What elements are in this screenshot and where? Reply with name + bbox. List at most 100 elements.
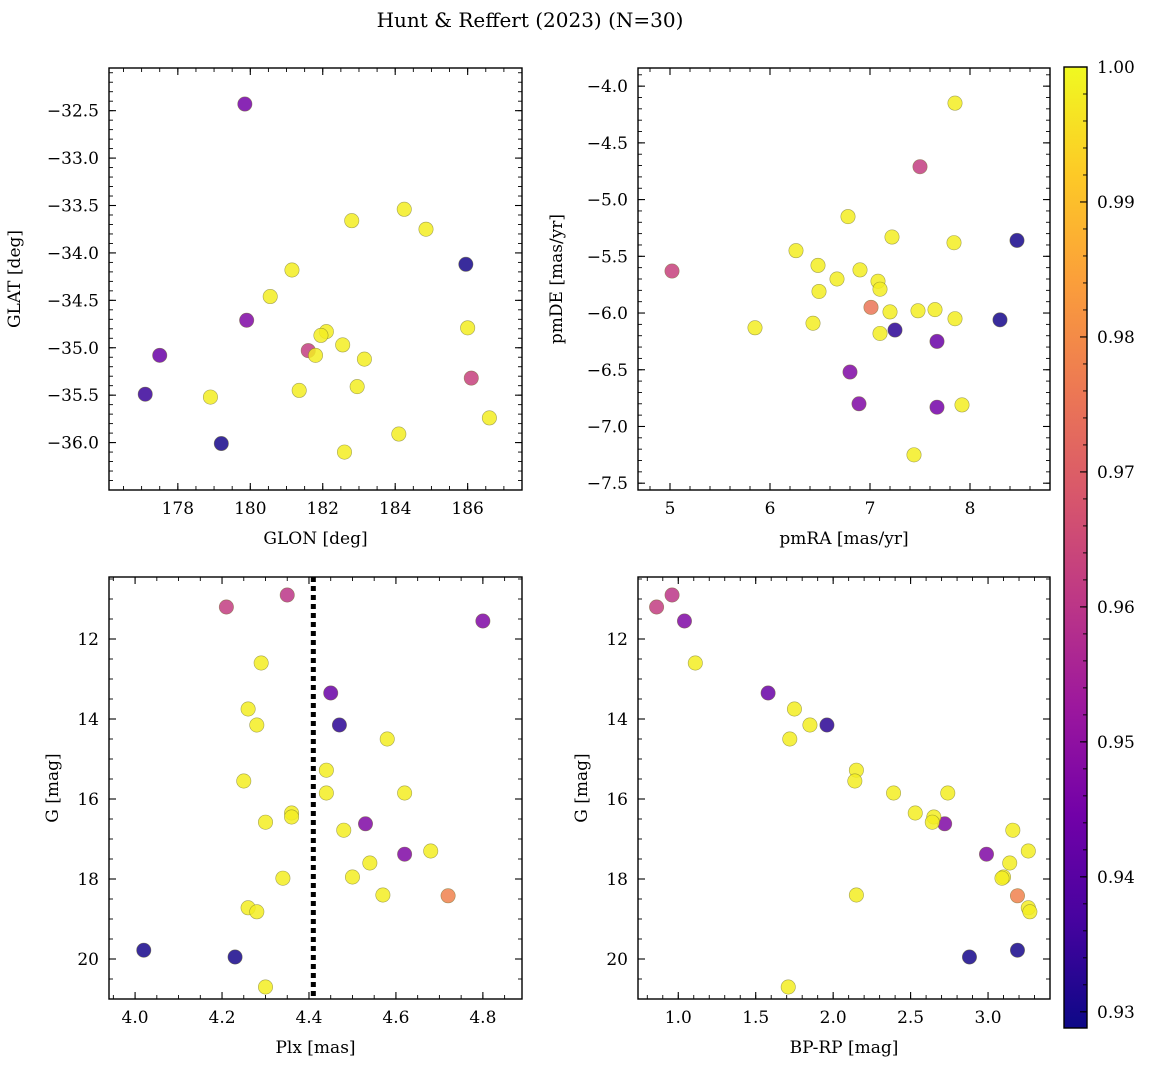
y-tick-label: −33.0 [47, 149, 99, 169]
data-point [279, 587, 295, 603]
data-point [249, 717, 265, 733]
data-point [851, 396, 867, 412]
panel-bprp-g: 1.0 1.5 2.0 2.5 3.0 12 14 16 18 20 BP-RP [mag] G [m… [572, 576, 1051, 1058]
data-point [676, 613, 692, 629]
panel-pmra-pmde: 5 6 7 8 −4.0 −4.5 −5.0 −5.5 −6.0 −6.5 −7.0 −7.5 pmRA… [547, 67, 1051, 549]
data-point [829, 271, 845, 287]
data-point [924, 814, 940, 830]
colorbar-tick-label: 0.98 [1097, 328, 1135, 348]
data-point [811, 283, 827, 299]
y-tick-label: −5.0 [587, 191, 628, 211]
x-tick-label: 178 [162, 499, 194, 519]
data-point [852, 262, 868, 278]
data-point [291, 382, 307, 398]
x-tick-label: 2.5 [897, 1008, 924, 1028]
data-point [258, 814, 274, 830]
y-tick-label: −5.5 [587, 247, 628, 267]
data-point [202, 389, 218, 405]
data-point [954, 397, 970, 413]
data-point [318, 785, 334, 801]
data-point [258, 979, 274, 995]
y-tick-label: 20 [77, 950, 99, 970]
y-tick-label: 18 [77, 870, 99, 890]
data-point [349, 379, 365, 395]
data-point [805, 315, 821, 331]
data-point [810, 257, 826, 273]
data-point [460, 320, 476, 336]
data-point [336, 822, 352, 838]
data-point [788, 243, 804, 259]
data-point [649, 599, 665, 615]
y-tick-label: −7.0 [587, 417, 628, 437]
x-tick-label: 184 [379, 499, 411, 519]
data-point [1009, 232, 1025, 248]
data-point [335, 337, 351, 353]
x-tick-label: 7 [865, 499, 876, 519]
colorbar-tick-label: 0.97 [1097, 463, 1135, 483]
minor-ticks [638, 577, 1051, 1000]
data-point [848, 887, 864, 903]
data-point [882, 304, 898, 320]
data-point [323, 685, 339, 701]
data-point [947, 95, 963, 111]
data-point [262, 289, 278, 305]
x-tick-label: 4.2 [209, 1008, 236, 1028]
y-tick-label: 18 [606, 870, 628, 890]
y-tick-label: 12 [77, 630, 99, 650]
data-points [136, 587, 491, 995]
data-point [819, 717, 835, 733]
x-tick-label: 2.0 [820, 1008, 847, 1028]
data-point [664, 587, 680, 603]
data-point [218, 599, 234, 615]
y-tick-label: 12 [606, 630, 628, 650]
data-point [284, 262, 300, 278]
data-point [847, 773, 863, 789]
x-tick-label: 4.0 [122, 1008, 149, 1028]
data-point [947, 311, 963, 327]
data-point [253, 655, 269, 671]
data-point [910, 303, 926, 319]
data-point [331, 717, 347, 733]
colorbar-tick-label: 0.93 [1097, 1003, 1135, 1023]
data-point [1002, 855, 1018, 871]
data-point [213, 436, 229, 452]
axes-frame [637, 67, 1051, 491]
data-point [940, 785, 956, 801]
data-point [912, 159, 928, 175]
data-point [318, 762, 334, 778]
data-points [137, 96, 497, 460]
x-tick-label: 8 [965, 499, 976, 519]
x-axis-label: GLON [deg] [263, 529, 367, 549]
data-point [978, 846, 994, 862]
data-point [994, 870, 1010, 886]
x-axis-label: pmRA [mas/yr] [779, 529, 908, 549]
x-tick-label: 3.0 [975, 1008, 1002, 1028]
data-point [313, 327, 329, 343]
data-point [1020, 843, 1036, 859]
data-point [356, 351, 372, 367]
y-tick-label: 20 [606, 950, 628, 970]
axes-frame [108, 67, 523, 491]
x-tick-label: 4.8 [469, 1008, 496, 1028]
x-tick-label: 1.5 [742, 1008, 769, 1028]
axes-frame [637, 576, 1051, 1000]
x-tick-label: 182 [307, 499, 339, 519]
data-point [747, 320, 763, 336]
data-point [907, 805, 923, 821]
y-tick-label: −36.0 [47, 434, 99, 454]
data-point [842, 364, 858, 380]
x-tick-label: 5 [665, 499, 676, 519]
data-point [780, 979, 796, 995]
data-point [336, 444, 352, 460]
data-point [344, 869, 360, 885]
y-tick-label: 16 [606, 790, 628, 810]
y-tick-label: −33.5 [47, 197, 99, 217]
data-point [906, 447, 922, 463]
x-axis-label: Plx [mas] [275, 1038, 355, 1058]
y-tick-label: −4.0 [587, 77, 628, 97]
y-tick-label: −4.5 [587, 134, 628, 154]
data-point [344, 213, 360, 229]
colorbar-gradient [1064, 67, 1087, 1028]
data-point [802, 717, 818, 733]
x-axis-label: BP-RP [mag] [790, 1038, 899, 1058]
